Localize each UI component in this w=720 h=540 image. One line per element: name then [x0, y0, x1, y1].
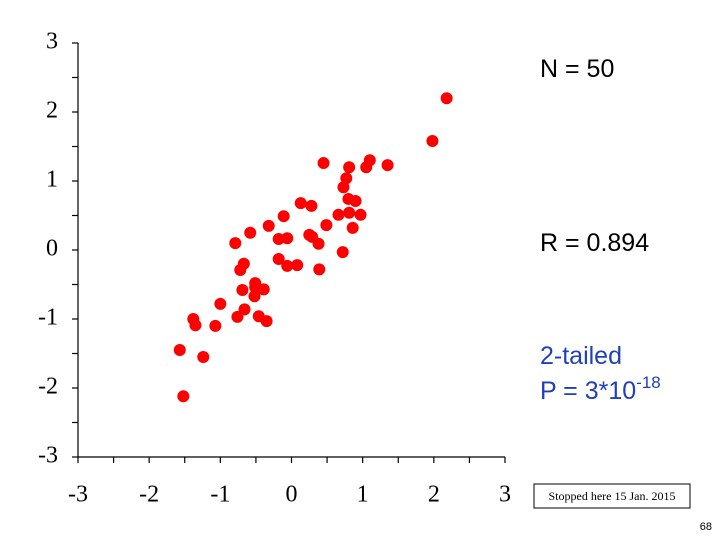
point	[336, 246, 349, 259]
slide-number: 68	[700, 521, 712, 533]
point	[248, 290, 261, 303]
point	[343, 206, 356, 219]
point	[349, 195, 362, 208]
note-box	[533, 483, 691, 509]
x-tick-label: 2	[428, 482, 440, 508]
point	[257, 283, 270, 296]
point	[272, 232, 285, 245]
point	[238, 303, 251, 316]
point	[312, 237, 325, 250]
x-tick-label: 3	[499, 482, 511, 508]
point	[346, 221, 359, 234]
point	[313, 263, 326, 276]
y-tick-label: 0	[46, 236, 58, 262]
p-exponent: -18	[636, 373, 661, 392]
point	[354, 208, 367, 221]
point	[317, 157, 330, 170]
y-tick-label: 3	[46, 29, 58, 55]
test-label: 2-tailed	[540, 342, 622, 370]
point	[234, 264, 247, 277]
x-tick-label: 1	[357, 482, 369, 508]
point	[260, 315, 273, 328]
point	[337, 181, 350, 194]
point	[177, 390, 190, 403]
x-tick-label: -2	[139, 482, 159, 508]
point	[320, 219, 333, 232]
point	[291, 259, 304, 272]
point	[305, 199, 318, 212]
y-tick-label: 2	[46, 98, 58, 124]
point	[281, 259, 294, 272]
point	[332, 208, 345, 221]
point	[272, 252, 285, 265]
y-tick-label: -2	[38, 374, 58, 400]
point	[244, 226, 257, 239]
point	[303, 228, 316, 241]
point	[440, 92, 453, 105]
point	[231, 310, 244, 323]
y-tick-label: -3	[38, 443, 58, 469]
point	[381, 159, 394, 172]
y-tick-label: -1	[38, 305, 58, 331]
point	[214, 297, 227, 310]
point	[277, 210, 290, 223]
point	[281, 232, 294, 245]
point	[294, 197, 307, 210]
point	[189, 319, 202, 332]
point	[249, 277, 262, 290]
y-tick-label: 1	[46, 167, 58, 193]
x-tick-label: -3	[68, 482, 88, 508]
n-label: N = 50	[540, 55, 614, 83]
point	[426, 134, 439, 147]
p-label: P = 3*10-18	[540, 373, 661, 405]
point	[209, 319, 222, 332]
x-tick-label: -1	[210, 482, 230, 508]
point	[229, 237, 242, 250]
p-base: P = 3*10	[540, 377, 636, 405]
x-tick-label: 0	[286, 482, 298, 508]
stopped-note: Stopped here 15 Jan. 2015	[549, 489, 676, 503]
point	[360, 161, 373, 174]
point	[173, 344, 186, 357]
point	[197, 350, 210, 363]
r-label: R = 0.894	[540, 229, 649, 257]
point	[236, 284, 249, 297]
point	[262, 219, 275, 232]
point	[343, 161, 356, 174]
